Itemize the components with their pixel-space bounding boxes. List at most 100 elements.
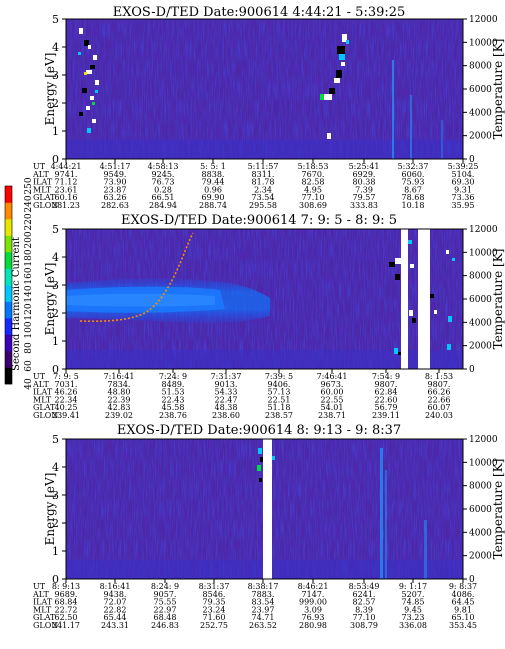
- y2-tick-label: 2000: [469, 342, 492, 352]
- table-cell: 240.03: [425, 411, 453, 420]
- y-axis-label: Energy [eV]: [43, 53, 57, 126]
- table-cell: 63.26: [104, 193, 127, 202]
- colorbar-cell: [5, 367, 12, 385]
- table-row-label: ALT: [32, 170, 49, 179]
- axes: 0 1 2 3 4 5 0 2000 4000 6000 8000 10000 12000 Energy …: [43, 13, 505, 166]
- table-cell: 295.58: [249, 201, 277, 210]
- colorbar-cell: [5, 318, 12, 335]
- y-tick-label: 1: [52, 125, 59, 138]
- table-cell: 22.82: [104, 605, 127, 614]
- table-cell: 9807.: [428, 380, 451, 389]
- colorbar-tick-label: 140: [24, 285, 34, 302]
- y-tick-label: 3: [52, 489, 59, 502]
- colorbar-tick-label: 100: [24, 321, 34, 338]
- y-tick-label: 0: [52, 573, 59, 586]
- colorbar-tick-label: 240: [24, 195, 34, 212]
- y2-tick-label: 2000: [469, 552, 492, 562]
- table-cell: 238.60: [212, 411, 240, 420]
- panel-title: EXOS-D/TED Date:900614 7: 9: 5 - 8: 9: 5: [121, 213, 397, 228]
- table-cell: 23.61: [55, 185, 78, 194]
- table-cell: 74.71: [252, 613, 275, 622]
- table-cell: 241.17: [52, 621, 80, 630]
- table-cell: 333.83: [350, 201, 378, 210]
- y-tick-label: 5: [52, 223, 59, 236]
- colorbar-tick-label: 80: [24, 342, 34, 354]
- table-cell: 0.28: [154, 185, 172, 194]
- table-cell: 8.67: [404, 185, 422, 194]
- y-tick-label: 0: [52, 153, 59, 166]
- table-cell: 7:16:41: [104, 372, 135, 381]
- table-cell: 69.90: [202, 193, 225, 202]
- table-cell: 22.47: [215, 395, 238, 404]
- y2-tick-label: 6000: [469, 85, 492, 95]
- y2-tick-label: 4000: [469, 108, 492, 118]
- colorbar-cell: [5, 334, 12, 352]
- y2-tick-label: 10000: [469, 38, 498, 48]
- patches-left: [78, 28, 99, 133]
- colorbar-tick-label: 160: [24, 267, 34, 284]
- table-cell: 239.02: [105, 411, 133, 420]
- table-cell: 8: 1:53: [425, 372, 453, 381]
- axes: 0 1 2 3 4 5 0 2000 4000 6000 8000 10000 12000 Energy …: [43, 433, 505, 586]
- table-cell: 40.25: [55, 403, 78, 412]
- table-cell: 56.79: [375, 403, 398, 412]
- colorbar-label: Second Harmonic Current: [11, 237, 22, 371]
- table-cell: 7883.: [252, 590, 275, 599]
- table-cell: 9245.: [152, 170, 175, 179]
- table-cell: 5207.: [402, 590, 425, 599]
- table-cell: 22.60: [375, 395, 398, 404]
- table-cell: 9673.: [321, 380, 344, 389]
- y-tick-label: 2: [52, 97, 59, 110]
- table-cell: 64.45: [452, 598, 475, 607]
- table-cell: 68.48: [154, 613, 177, 622]
- spectrogram-plot: [65, 438, 464, 580]
- table-cell: 9549.: [104, 170, 127, 179]
- table-cell: 69.30: [452, 178, 475, 187]
- table-cell: 23.97: [252, 605, 275, 614]
- table-cell: 46.26: [55, 388, 78, 397]
- table-cell: 22.72: [55, 605, 78, 614]
- table-cell: 8:46:21: [298, 582, 329, 591]
- table-cell: 8: 9:13: [52, 582, 80, 591]
- table-cell: 238.57: [265, 411, 293, 420]
- table-cell: 8:31:37: [199, 582, 230, 591]
- table-cell: 246.83: [151, 621, 179, 630]
- table-cell: 76.73: [152, 178, 175, 187]
- table-cell: 54.33: [215, 388, 238, 397]
- table-cell: 68.84: [55, 598, 78, 607]
- table-cell: 71.60: [203, 613, 226, 622]
- ephemeris-table: UTALTILATMLTGLATGLON4:44:219741.71.1223.…: [32, 162, 478, 210]
- y2-tick-label: 10000: [469, 458, 498, 468]
- table-cell: 7:39: 5: [265, 372, 293, 381]
- y2-tick-label: 10000: [469, 248, 498, 258]
- y2-axis-label: Temperature [K]: [491, 249, 505, 350]
- table-cell: 9689.: [55, 590, 78, 599]
- patches-gap: [257, 448, 275, 482]
- table-cell: 78.68: [402, 193, 425, 202]
- low-energy-band: [66, 140, 463, 159]
- panel-title: EXOS-D/TED Date:900614 4:44:21 - 5:39:25: [113, 5, 406, 20]
- table-cell: 2.34: [254, 185, 272, 194]
- table-cell: 5:25:41: [349, 162, 380, 171]
- table-cell: 23.24: [203, 605, 226, 614]
- table-cell: 5104.: [452, 170, 475, 179]
- table-cell: 288.74: [199, 201, 227, 210]
- colorbar-cell: [5, 186, 12, 203]
- table-cell: 999.00: [299, 598, 327, 607]
- y2-tick-label: 6000: [469, 505, 492, 515]
- table-cell: 65.44: [104, 613, 127, 622]
- colorbar-tick-label: 40: [24, 378, 34, 390]
- table-cell: 9807.: [375, 380, 398, 389]
- table-row-label: GLAT: [33, 613, 56, 622]
- table-cell: 7:24: 9: [159, 372, 187, 381]
- table-cell: 7147.: [302, 590, 325, 599]
- panel-1: EXOS-D/TED Date:900614 4:44:21 - 5:39:25: [32, 5, 505, 210]
- table-cell: 81.78: [252, 178, 275, 187]
- colorbar-cell: [5, 235, 12, 253]
- colorbar-tick-label: 220: [24, 213, 34, 230]
- y-tick-label: 3: [52, 69, 59, 82]
- table-cell: 6060.: [402, 170, 425, 179]
